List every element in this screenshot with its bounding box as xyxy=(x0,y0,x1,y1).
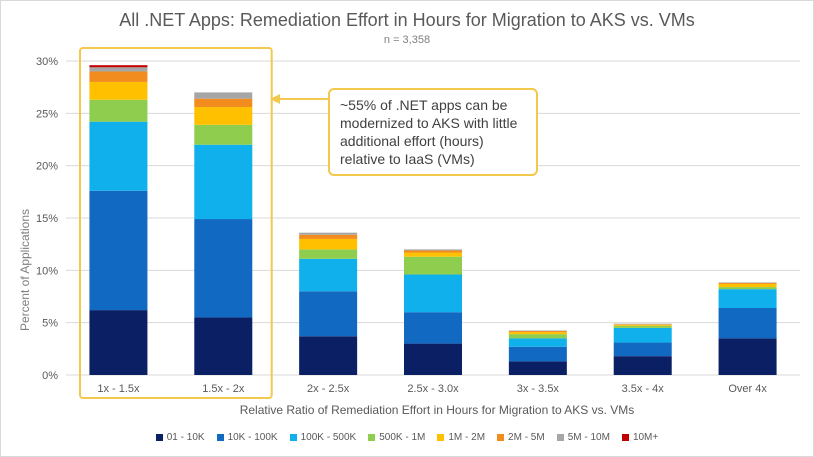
legend-label: 10K - 100K xyxy=(227,432,278,443)
legend-swatch xyxy=(497,434,505,441)
bar-segment xyxy=(718,308,777,339)
legend-item: 01 - 10K xyxy=(155,432,205,443)
bar-segment xyxy=(613,324,672,326)
bar-segment xyxy=(404,256,462,275)
x-tick-label: 3x - 3.5x xyxy=(517,383,560,395)
legend-swatch xyxy=(155,434,163,441)
bar-segment xyxy=(194,124,253,145)
bar-segment xyxy=(613,323,672,325)
legend-swatch xyxy=(437,434,445,441)
bar-segment xyxy=(299,249,358,259)
y-tick-label: 0% xyxy=(42,370,58,382)
bar-segment xyxy=(508,361,567,375)
legend-swatch xyxy=(216,434,224,441)
y-tick-label: 30% xyxy=(36,56,58,68)
bar-segment xyxy=(613,327,672,343)
x-tick-label: 1x - 1.5x xyxy=(97,383,140,395)
bar-segment xyxy=(508,346,567,362)
y-tick-label: 20% xyxy=(36,161,58,173)
chart-subtitle: n = 3,358 xyxy=(383,34,431,46)
legend-item: 10M+ xyxy=(621,432,659,443)
annotation-callout: ~55% of .NET apps can be modernized to A… xyxy=(328,88,538,176)
bar-segment xyxy=(89,99,148,122)
y-tick-label: 10% xyxy=(36,265,58,277)
bar-segment xyxy=(194,107,253,125)
legend-label: 500K - 1M xyxy=(379,432,426,443)
bar-segment xyxy=(89,121,148,191)
bar-segment xyxy=(194,98,253,108)
legend-item: 5M - 10M xyxy=(556,432,610,443)
y-tick-label: 15% xyxy=(36,213,58,225)
bar-segment xyxy=(613,356,672,375)
x-axis-label: Relative Ratio of Remediation Effort in … xyxy=(239,403,635,417)
legend-swatch xyxy=(621,434,629,441)
legend-item: 500K - 1M xyxy=(368,432,425,443)
bar-segment xyxy=(404,250,462,253)
y-tick-label: 5% xyxy=(42,318,58,330)
bar-segment xyxy=(299,336,358,375)
bar-segment xyxy=(89,190,148,311)
bar-segment xyxy=(508,331,567,333)
chart-legend: 01 - 10K 10K - 100K 100K - 500K 500K - 1M 1M… xyxy=(0,432,814,443)
bar-segment xyxy=(718,283,777,288)
bar-segment xyxy=(404,274,462,313)
bar-segment xyxy=(508,338,567,347)
legend-swatch xyxy=(368,434,376,441)
bar-segment xyxy=(194,144,253,220)
legend-label: 1M - 2M xyxy=(448,432,486,443)
bar-segment xyxy=(89,81,148,100)
bar-segment xyxy=(718,282,777,283)
x-tick-label: 3.5x - 4x xyxy=(622,383,665,395)
bar-segment xyxy=(613,325,672,328)
bar-segment xyxy=(404,343,462,375)
legend-label: 5M - 10M xyxy=(567,432,610,443)
x-tick-label: 1.5x - 2x xyxy=(202,383,245,395)
bar-segment xyxy=(718,282,777,284)
bar-segment xyxy=(508,334,567,339)
y-tick-label: 25% xyxy=(36,108,58,120)
bar-segment xyxy=(508,332,567,335)
bar-segment xyxy=(613,324,672,325)
bar-segment xyxy=(299,291,358,337)
chart-title: All .NET Apps: Remediation Effort in Hou… xyxy=(119,10,695,30)
bar-segment xyxy=(89,65,148,68)
x-tick-label: 2.5x - 3.0x xyxy=(407,383,459,395)
bar-segment xyxy=(299,238,358,250)
legend-item: 100K - 500K xyxy=(289,432,357,443)
bar-segment xyxy=(299,234,358,239)
bar-segment xyxy=(508,330,567,332)
bar-segment xyxy=(194,92,253,99)
highlight-box xyxy=(79,47,273,399)
bar-segment xyxy=(194,219,253,318)
x-tick-label: Over 4x xyxy=(728,383,767,395)
legend-item: 2M - 5M xyxy=(497,432,545,443)
bar-segment xyxy=(89,71,148,82)
bar-segment xyxy=(404,252,462,257)
callout-arrow-head xyxy=(270,94,280,104)
x-tick-label: 2x - 2.5x xyxy=(307,383,350,395)
bar-segment xyxy=(404,249,462,251)
y-axis-label: Percent of Applications xyxy=(18,208,32,332)
legend-label: 100K - 500K xyxy=(300,432,357,443)
legend-label: 2M - 5M xyxy=(508,432,545,443)
bar-segment xyxy=(194,317,253,375)
bar-segment xyxy=(718,287,777,290)
bar-segment xyxy=(299,232,358,235)
legend-item: 1M - 2M xyxy=(437,432,485,443)
bar-segment xyxy=(89,67,148,72)
legend-swatch xyxy=(556,434,564,441)
bar-segment xyxy=(613,342,672,357)
legend-item: 10K - 100K xyxy=(216,432,278,443)
bar-segment xyxy=(718,289,777,309)
bar-segment xyxy=(718,338,777,375)
bar-segment xyxy=(299,258,358,292)
legend-label: 01 - 10K xyxy=(166,432,205,443)
bar-segment xyxy=(89,310,148,375)
legend-label: 10M+ xyxy=(632,432,659,443)
bar-segment xyxy=(404,312,462,344)
legend-swatch xyxy=(289,434,297,441)
